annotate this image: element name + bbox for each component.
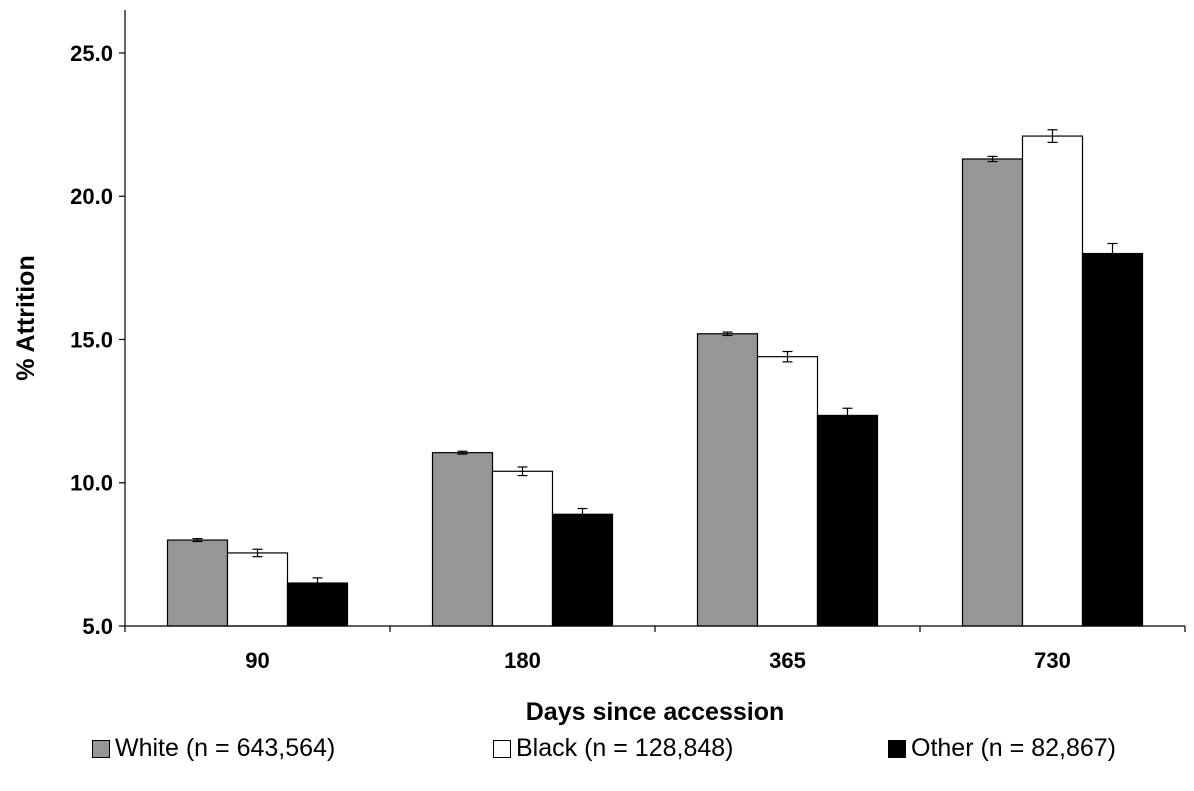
- error-bars: [192, 129, 1118, 589]
- bar-other-365: [816, 414, 879, 627]
- legend-label-white: White (n = 643,564): [115, 734, 336, 762]
- x-tick-label: 180: [504, 648, 541, 673]
- legend-swatch-white: [92, 739, 110, 758]
- legend-item-other: Other (n = 82,867): [888, 734, 1116, 763]
- y-tick-label: 20.0: [70, 184, 113, 209]
- legend-label-other: Other (n = 82,867): [911, 734, 1116, 762]
- error-bar: [1107, 242, 1118, 265]
- bar-white-180: [431, 452, 494, 627]
- legend-swatch-other: [888, 739, 906, 758]
- y-tick-label: 10.0: [70, 471, 113, 496]
- bar-other-180: [551, 513, 614, 627]
- bar-white-90: [166, 539, 229, 627]
- bar-black-90: [226, 552, 289, 627]
- bar-other-730: [1081, 252, 1144, 627]
- legend-item-black: Black (n = 128,848): [493, 734, 734, 763]
- legend-label-black: Black (n = 128,848): [516, 734, 734, 762]
- bar-black-730: [1021, 135, 1084, 627]
- x-tick-label: 365: [769, 648, 806, 673]
- x-axis-ticks: 90 180 365 730: [124, 626, 1186, 673]
- x-tick-label: 730: [1034, 648, 1071, 673]
- legend-item-white: White (n = 643,564): [92, 734, 335, 763]
- y-tick-label: 5.0: [82, 614, 113, 639]
- chart-legend: White (n = 643,564) Black (n = 128,848) …: [0, 730, 1194, 770]
- error-bar: [1047, 129, 1058, 143]
- bar-chart: 5.0 10.0 15.0 20.0 25.0 90 180 365 730 % Attrit…: [12, 10, 1186, 726]
- bar-black-365: [756, 356, 819, 627]
- bar-other-90: [286, 582, 349, 627]
- error-bar: [842, 407, 853, 424]
- legend-swatch-black: [493, 739, 511, 758]
- bars: [166, 135, 1144, 627]
- error-bar: [577, 507, 588, 521]
- y-tick-label: 25.0: [70, 41, 113, 66]
- bar-black-180: [491, 470, 554, 627]
- bar-white-365: [696, 333, 759, 627]
- y-tick-label: 15.0: [70, 327, 113, 352]
- error-bar: [312, 577, 323, 589]
- x-axis-title: Days since accession: [526, 698, 785, 726]
- error-bar: [192, 538, 203, 543]
- y-axis-title: % Attrition: [12, 255, 40, 380]
- y-axis-ticks: 5.0 10.0 15.0 20.0 25.0: [70, 41, 125, 639]
- error-bar: [457, 450, 468, 455]
- bar-white-730: [961, 158, 1024, 627]
- error-bar: [722, 331, 733, 337]
- error-bar: [782, 350, 793, 363]
- x-tick-label: 90: [245, 648, 269, 673]
- error-bar: [517, 466, 528, 477]
- error-bar: [987, 155, 998, 163]
- error-bar: [252, 548, 263, 558]
